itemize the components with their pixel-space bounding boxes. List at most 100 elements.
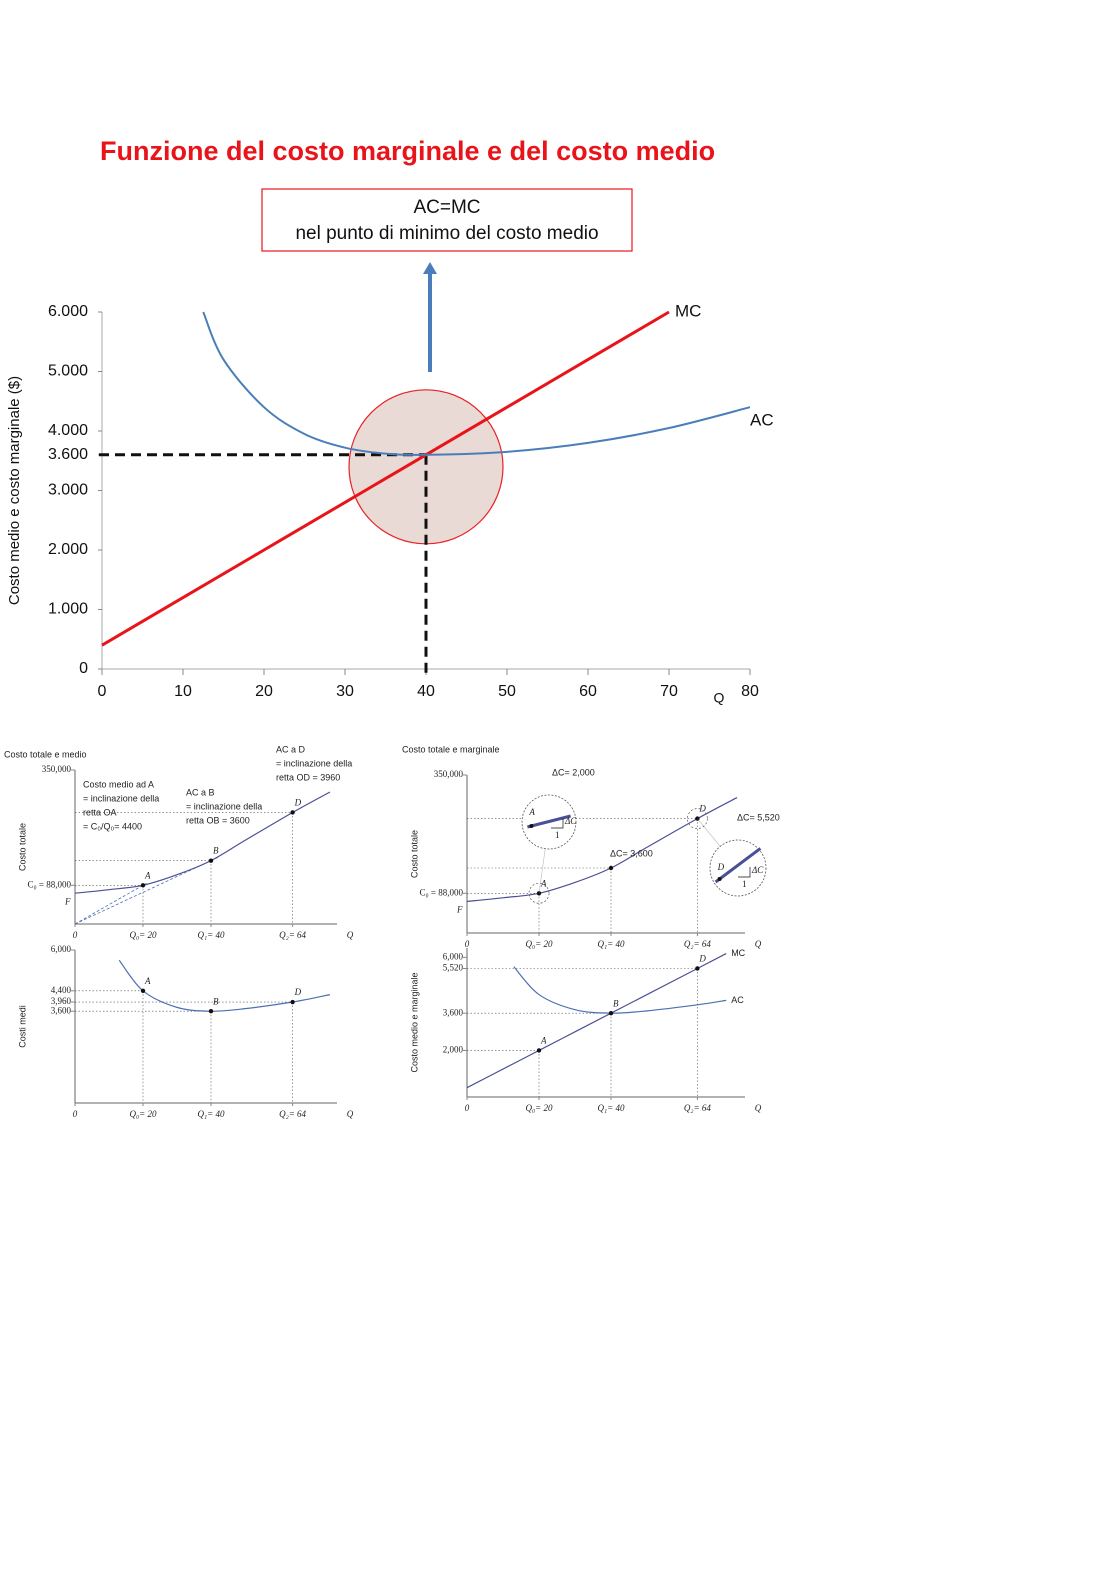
annotation: = inclinazione della — [83, 793, 159, 803]
x-tick-label: Q₂= 64 — [684, 939, 711, 949]
x-tick-label: 10 — [174, 683, 192, 700]
y-tick-label: 2.000 — [48, 541, 88, 558]
x-axis-label: Q — [347, 1109, 354, 1119]
point-label: D — [698, 804, 706, 814]
point — [208, 858, 214, 863]
y-tick-label: 3,600 — [51, 1005, 72, 1015]
zoom-spot — [687, 808, 708, 829]
x-tick-label: 30 — [336, 683, 354, 700]
x-tick-label: Q₂= 64 — [684, 1103, 711, 1113]
callout-line: nel punto di minimo del costo medio — [295, 223, 598, 244]
intercept-label: F — [64, 896, 71, 906]
callout-line: AC=MC — [413, 197, 480, 218]
zoom-dot — [529, 823, 534, 828]
y-tick-label: 5,520 — [443, 963, 464, 973]
point-label: D — [294, 798, 302, 808]
x-tick-label: Q₂= 64 — [279, 930, 306, 940]
y-tick-label: 350,000 — [434, 769, 464, 779]
arrow-head — [423, 262, 437, 274]
y-tick-label: 4,400 — [51, 985, 72, 995]
zoom-label: A — [528, 807, 535, 817]
point — [290, 810, 295, 815]
zoom-rise: ΔC — [564, 816, 577, 826]
y-tick-label: 350,000 — [42, 764, 72, 774]
zoom-dot — [717, 877, 722, 881]
x-tick-label: 0 — [98, 683, 107, 700]
zoom-run: 1 — [555, 830, 560, 840]
x-tick-label: Q₀= 20 — [130, 1109, 157, 1119]
chart: 6,000 5,520 3,600 2,000 0 Q₀= 20 Q₁= 40 Q₂= 64 Q… — [409, 948, 761, 1113]
chart-title: Costo totale e medio — [4, 749, 87, 759]
x-tick-label: Q₂= 64 — [279, 1109, 306, 1119]
point — [140, 988, 146, 993]
zoom-label: D — [717, 862, 725, 872]
x-tick-label: Q₁= 40 — [598, 1103, 625, 1113]
x-tick-label: Q₁= 40 — [198, 1109, 225, 1119]
annotation: retta OB = 3600 — [186, 815, 250, 825]
x-tick-label: 20 — [255, 683, 273, 700]
chart: Costo totale e marginale 350,000 C₀ = 88,0… — [402, 744, 780, 949]
chart: Costo totale e medio 350,000 C₀ = 88,000 0 Q… — [4, 744, 354, 940]
annotation: ΔC= 2,000 — [552, 767, 595, 777]
x-tick-label: 60 — [579, 683, 597, 700]
annotation: Costo medio ad A — [83, 779, 154, 789]
y-axis-label: Costo medio e marginale — [409, 972, 419, 1072]
point — [608, 1010, 614, 1016]
point — [536, 1048, 542, 1053]
x-tick-label: Q₁= 40 — [198, 930, 225, 940]
x-tick-label: 80 — [741, 683, 759, 700]
series-line — [466, 953, 727, 1089]
point-label: D — [294, 987, 302, 997]
y-tick-label: 3.600 — [48, 446, 88, 463]
x-tick-label: Q₀= 20 — [130, 930, 157, 940]
annotation: = C₀/Q₀= 4400 — [83, 821, 142, 831]
point — [608, 865, 614, 871]
x-tick-label: 70 — [660, 683, 678, 700]
annotation: AC a D — [276, 744, 306, 754]
x-tick-label: 40 — [417, 683, 435, 700]
zoom-tangent — [714, 847, 762, 884]
y-axis-label: Costo totale — [17, 823, 27, 871]
y-tick-label: 3.000 — [48, 482, 88, 499]
y-tick-label: 6,000 — [443, 951, 464, 961]
y-tick-label: 1.000 — [48, 601, 88, 618]
point — [208, 1009, 214, 1014]
x-tick-label: Q₁= 40 — [598, 939, 625, 949]
x-tick-label: 50 — [498, 683, 516, 700]
y-tick-label: 0 — [79, 660, 88, 677]
chart-title: Costo totale e marginale — [402, 744, 500, 754]
y-tick-label: 2,000 — [443, 1045, 464, 1055]
series-line — [466, 797, 738, 902]
point — [695, 966, 700, 971]
y-tick-label: C₀ = 88,000 — [420, 887, 464, 897]
zoom-tangent — [527, 814, 571, 829]
zoom-run: 1 — [742, 879, 747, 889]
y-tick-label: 4.000 — [48, 422, 88, 439]
annotation: = inclinazione della — [276, 758, 352, 768]
x-tick-label: Q₀= 20 — [526, 1103, 553, 1113]
main-title: Funzione del costo marginale e del costo… — [100, 136, 715, 166]
series-line — [74, 791, 331, 894]
point — [290, 999, 295, 1005]
y-axis-label: Costi medi — [17, 1005, 27, 1048]
annotation: retta OA — [83, 807, 117, 817]
zoom-triangle — [551, 818, 564, 829]
y-tick-label: C₀ = 88,000 — [28, 879, 72, 889]
series-label: AC — [731, 995, 744, 1005]
y-tick-label: 3,600 — [443, 1007, 464, 1017]
point-label: D — [698, 954, 706, 964]
zoom-spot — [528, 882, 550, 904]
annotation: ΔC= 5,520 — [737, 812, 780, 822]
point-label: A — [144, 976, 151, 986]
x-tick-label: 0 — [73, 1109, 78, 1119]
series-label: MC — [731, 948, 745, 958]
y-tick-label: 5.000 — [48, 363, 88, 380]
x-tick-label: 0 — [73, 930, 78, 940]
x-axis-label: Q — [755, 1103, 762, 1113]
x-tick-label: 0 — [465, 1103, 470, 1113]
